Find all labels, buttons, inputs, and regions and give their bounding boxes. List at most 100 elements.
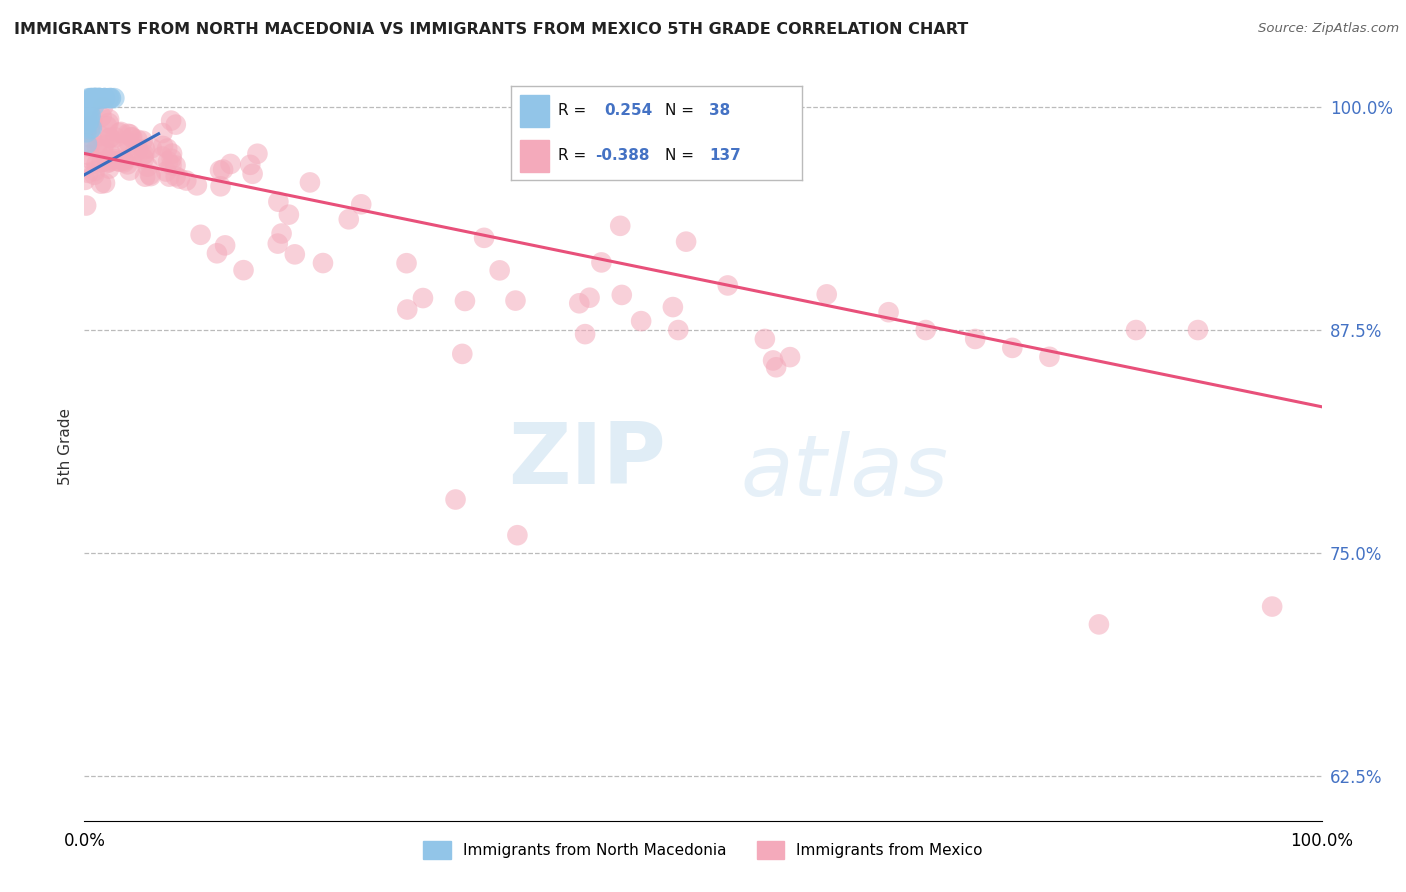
Point [815, 287, 838, 301]
Point [298, 176, 321, 190]
Point [160, 152, 183, 166]
Point [107, 153, 129, 168]
Point [1088, 617, 1111, 632]
Point [90, 177, 112, 191]
Point [155, 164, 177, 178]
Point [242, 167, 264, 181]
Point [89, 91, 111, 105]
Point [77, 117, 100, 131]
Point [277, 208, 299, 222]
Point [160, 113, 183, 128]
Point [157, 154, 180, 169]
Point [107, 136, 129, 151]
Point [246, 146, 269, 161]
Y-axis label: 5th Grade: 5th Grade [58, 408, 73, 484]
Point [83, 168, 105, 182]
Point [91, 100, 114, 114]
Point [1187, 323, 1209, 337]
Point [117, 157, 139, 171]
Point [337, 212, 360, 227]
Point [139, 168, 162, 182]
Point [190, 227, 212, 242]
Point [396, 302, 419, 317]
Point [165, 118, 187, 132]
Point [76, 99, 98, 113]
Point [209, 179, 232, 194]
Point [100, 148, 122, 162]
Point [762, 353, 785, 368]
Legend: Immigrants from North Macedonia, Immigrants from Mexico: Immigrants from North Macedonia, Immigra… [418, 835, 988, 865]
Point [76, 136, 98, 151]
Point [574, 327, 596, 342]
Point [83, 91, 105, 105]
Point [877, 305, 900, 319]
Point [609, 219, 631, 233]
Point [108, 126, 131, 140]
Point [79, 122, 101, 136]
Point [118, 128, 141, 142]
Point [86, 157, 108, 171]
Point [914, 323, 936, 337]
Point [1261, 599, 1284, 614]
Point [89, 139, 111, 153]
Point [121, 130, 143, 145]
Text: IMMIGRANTS FROM NORTH MACEDONIA VS IMMIGRANTS FROM MEXICO 5TH GRADE CORRELATION : IMMIGRANTS FROM NORTH MACEDONIA VS IMMIG… [14, 22, 969, 37]
Point [152, 126, 174, 140]
Point [93, 91, 115, 105]
Point [454, 293, 477, 308]
Point [79, 108, 101, 122]
Point [97, 155, 120, 169]
Point [98, 161, 121, 176]
Point [98, 112, 121, 127]
Point [77, 148, 100, 162]
Point [112, 153, 135, 167]
Point [488, 263, 510, 277]
Point [267, 194, 290, 209]
Point [505, 293, 527, 308]
Point [94, 91, 117, 105]
Point [214, 238, 236, 252]
Point [77, 110, 100, 124]
Point [89, 91, 111, 105]
Text: ZIP: ZIP [508, 419, 666, 502]
Point [1038, 350, 1060, 364]
Point [591, 255, 613, 269]
Point [117, 140, 139, 154]
Point [765, 360, 787, 375]
Point [754, 332, 776, 346]
Point [219, 157, 242, 171]
Point [156, 142, 179, 156]
Point [232, 263, 254, 277]
Point [267, 236, 290, 251]
Point [506, 528, 529, 542]
Point [150, 149, 173, 163]
Point [134, 147, 156, 161]
Point [86, 91, 108, 105]
Point [75, 198, 97, 212]
Point [76, 123, 98, 137]
Point [610, 288, 633, 302]
Point [77, 166, 100, 180]
Point [1001, 341, 1024, 355]
Point [93, 138, 115, 153]
Point [114, 153, 136, 168]
Point [96, 153, 118, 168]
Point [94, 176, 117, 190]
Point [118, 163, 141, 178]
Point [103, 91, 125, 105]
Point [152, 139, 174, 153]
Point [212, 162, 235, 177]
Point [75, 125, 97, 139]
Point [132, 152, 155, 166]
Point [169, 171, 191, 186]
Point [312, 256, 335, 270]
Point [205, 246, 228, 260]
Point [93, 91, 115, 105]
Point [131, 149, 153, 163]
Point [98, 131, 121, 145]
Point [79, 140, 101, 154]
Point [100, 91, 122, 105]
Point [96, 120, 118, 134]
Point [84, 91, 107, 105]
Point [630, 314, 652, 328]
